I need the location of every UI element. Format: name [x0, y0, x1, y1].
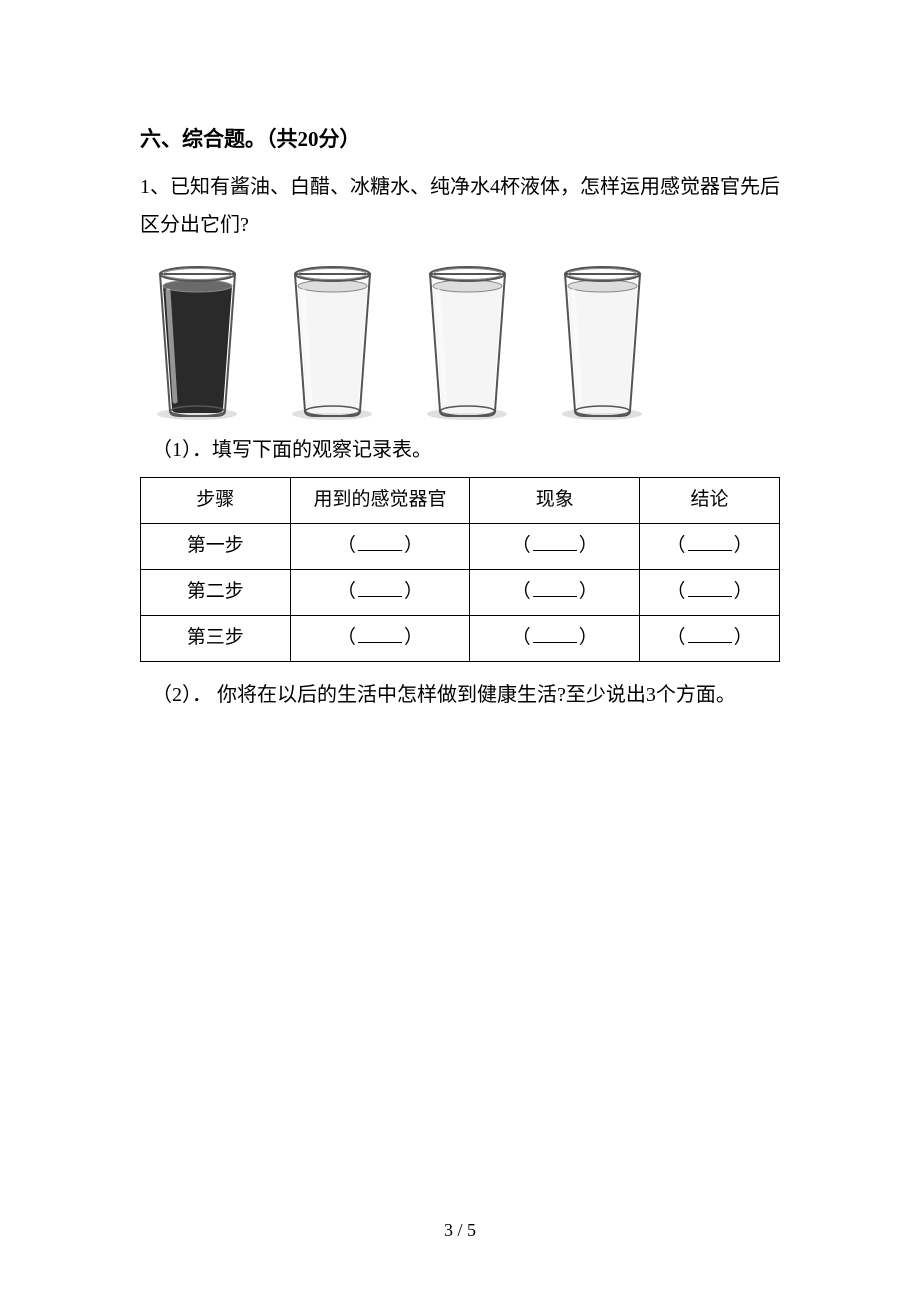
table-row: 第二步（）（）（） [141, 569, 780, 615]
glass-image [545, 256, 660, 421]
blank-answer-cell[interactable]: （） [640, 615, 780, 661]
blank-answer-cell[interactable]: （） [640, 569, 780, 615]
blank-answer-cell[interactable]: （） [290, 569, 470, 615]
page-number: 3 / 5 [0, 1213, 920, 1247]
step-label: 第二步 [141, 569, 291, 615]
blank-answer-cell[interactable]: （） [290, 523, 470, 569]
section-title: 六、综合题。（共20分） [140, 120, 780, 160]
table-header: 步骤 [141, 477, 291, 523]
step-label: 第三步 [141, 615, 291, 661]
table-header: 用到的感觉器官 [290, 477, 470, 523]
glass-image [140, 256, 255, 421]
blank-answer-cell[interactable]: （） [290, 615, 470, 661]
blank-answer-cell[interactable]: （） [470, 523, 640, 569]
table-header: 现象 [470, 477, 640, 523]
table-header-row: 步骤 用到的感觉器官 现象 结论 [141, 477, 780, 523]
step-label: 第一步 [141, 523, 291, 569]
blank-answer-cell[interactable]: （） [470, 615, 640, 661]
blank-answer-cell[interactable]: （） [640, 523, 780, 569]
sub-question-1: （1）．填写下面的观察记录表。 [152, 431, 780, 469]
table-row: 第一步（）（）（） [141, 523, 780, 569]
sub-question-2: （2）． 你将在以后的生活中怎样做到健康生活?至少说出3个方面。 [152, 676, 780, 714]
observation-table: 步骤 用到的感觉器官 现象 结论 第一步（）（）（）第二步（）（）（）第三步（）… [140, 477, 780, 662]
glass-image [275, 256, 390, 421]
blank-answer-cell[interactable]: （） [470, 569, 640, 615]
table-header: 结论 [640, 477, 780, 523]
question-intro: 1、已知有酱油、白醋、冰糖水、纯净水4杯液体，怎样运用感觉器官先后区分出它们? [140, 168, 780, 244]
glass-image [410, 256, 525, 421]
table-row: 第三步（）（）（） [141, 615, 780, 661]
glasses-row [140, 256, 780, 421]
